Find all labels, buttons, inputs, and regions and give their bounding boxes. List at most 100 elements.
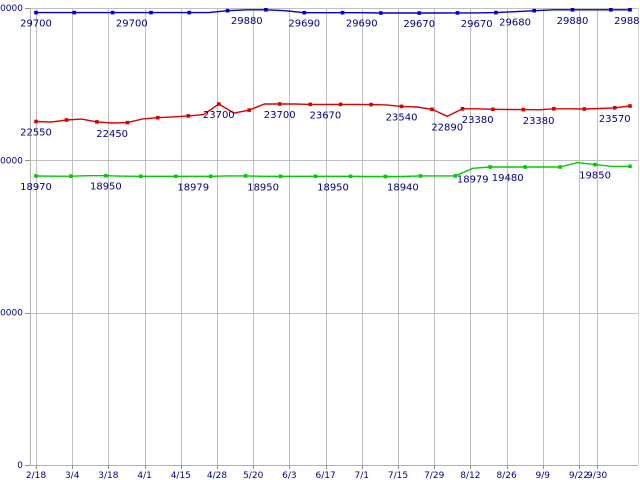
data-point-label: 23380 [462, 115, 494, 126]
series-line-red [34, 102, 632, 125]
data-point-label: 22890 [431, 122, 463, 133]
data-point-labels: 29700 29700 29880 29690 29690 29670 29670 29680… [20, 16, 640, 194]
data-point-label: 23700 [264, 110, 296, 121]
x-tick-label: 4/15 [171, 471, 191, 480]
data-point-marker [34, 10, 38, 15]
data-point-label: 19850 [579, 171, 611, 182]
data-point-marker [110, 10, 115, 15]
data-point-marker [552, 107, 556, 111]
series-line-blue [34, 8, 632, 15]
data-point-marker [582, 107, 587, 111]
data-point-marker [340, 10, 345, 15]
data-point-marker [369, 102, 373, 107]
data-point-marker [247, 108, 251, 112]
data-point-marker [264, 8, 268, 12]
data-point-marker [570, 8, 575, 12]
data-point-marker [418, 174, 423, 178]
x-tick-label: 2/18 [26, 471, 46, 480]
y-tick-label: 20000 [0, 156, 23, 166]
x-tick-label: 7/15 [388, 471, 408, 480]
data-point-marker [302, 10, 307, 15]
data-point-marker [277, 102, 282, 106]
data-point-label: 23380 [523, 116, 555, 127]
data-point-marker [430, 107, 434, 112]
data-point-marker [313, 174, 318, 179]
data-point-label: 29880 [614, 16, 640, 27]
x-tick-label: 6/17 [315, 471, 335, 480]
data-point-marker [217, 102, 221, 106]
data-point-label: 22550 [20, 127, 52, 138]
data-point-marker [488, 165, 492, 169]
data-point-marker [521, 107, 526, 112]
data-point-marker [379, 11, 383, 15]
y-tick-label: 0 [17, 461, 23, 471]
data-point-marker [460, 107, 465, 111]
data-point-marker [278, 174, 283, 179]
data-point-marker [348, 174, 353, 179]
data-point-label: 23700 [203, 110, 235, 121]
data-point-marker [225, 8, 230, 13]
data-point-marker [399, 104, 404, 109]
data-point-marker [613, 106, 617, 110]
data-point-label: 29700 [20, 19, 52, 30]
data-point-marker [455, 11, 460, 15]
data-point-label: 18950 [317, 182, 349, 193]
data-point-label: 18950 [247, 182, 279, 193]
y-axis-tick-labels: 0 10000 20000 30000 [0, 4, 23, 471]
series-line-green [34, 161, 632, 179]
data-point-marker [558, 165, 562, 169]
data-point-marker [34, 119, 38, 124]
data-point-label: 23540 [386, 112, 418, 123]
data-point-label: 29690 [288, 19, 320, 30]
series-polyline [36, 9, 630, 14]
data-point-label: 18950 [90, 182, 122, 193]
x-tick-label: 9/22 [569, 471, 589, 480]
data-point-marker [609, 8, 613, 12]
data-point-marker [174, 174, 178, 179]
data-point-marker [338, 102, 343, 107]
data-point-label: 23570 [599, 114, 631, 125]
gridlines [30, 8, 638, 465]
data-point-marker [149, 10, 153, 15]
data-point-marker [593, 162, 597, 167]
y-tick-label: 30000 [0, 4, 23, 14]
data-point-label: 18970 [20, 182, 52, 193]
y-tick-label: 10000 [0, 309, 23, 319]
x-tick-label: 9/9 [536, 471, 551, 480]
x-tick-label: 9/30 [587, 471, 607, 480]
data-point-marker [494, 10, 498, 15]
data-point-label: 18940 [387, 182, 419, 193]
data-point-marker [72, 10, 77, 15]
data-point-marker [491, 107, 495, 112]
data-point-label: 29880 [557, 16, 589, 27]
data-point-label: 18979 [457, 174, 489, 185]
x-tick-label: 8/12 [460, 471, 480, 480]
data-point-marker [104, 173, 108, 178]
plot-background [30, 8, 638, 465]
data-point-label: 29700 [116, 19, 148, 30]
data-point-label: 29670 [403, 19, 435, 30]
series-polyline [35, 103, 631, 124]
data-point-marker [139, 174, 143, 179]
data-point-marker [628, 8, 632, 12]
x-tick-label: 3/4 [65, 471, 80, 480]
series-polyline [35, 161, 630, 178]
data-point-label: 23670 [309, 110, 341, 121]
data-point-marker [628, 164, 632, 169]
data-point-marker [417, 11, 421, 15]
axis-lines [25, 8, 639, 469]
data-point-label: 29680 [499, 18, 531, 29]
data-point-label: 29690 [346, 19, 378, 30]
data-point-label: 22450 [96, 129, 128, 140]
data-point-marker [532, 8, 536, 13]
data-point-marker [34, 174, 38, 178]
x-axis-tick-labels: 2/18 3/4 3/18 4/1 4/15 4/28 5/20 6/3 6/17 7/1 7/15… [26, 471, 608, 480]
x-tick-label: 7/1 [355, 471, 369, 480]
data-point-marker [186, 114, 191, 118]
x-tick-label: 6/3 [282, 471, 296, 480]
x-tick-label: 7/29 [424, 471, 444, 480]
x-tick-label: 4/1 [137, 471, 151, 480]
data-point-label: 29880 [231, 16, 263, 27]
